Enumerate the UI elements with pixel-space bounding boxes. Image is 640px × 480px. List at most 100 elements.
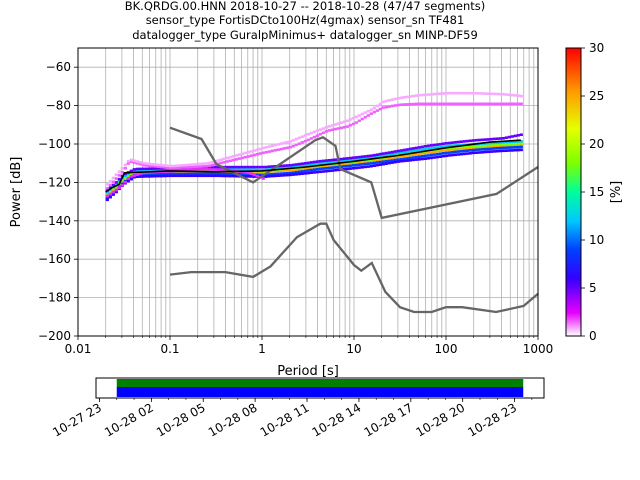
histogram-cell [354,121,358,124]
histogram-cell [507,135,511,139]
histogram-cell [150,167,154,170]
histogram-cell [132,159,136,162]
histogram-cell [363,165,367,169]
histogram-cell [354,166,358,170]
histogram-cell [450,148,454,151]
histogram-cell [270,172,274,176]
histogram-cell [162,166,166,169]
histogram-cell [369,160,373,163]
histogram-cell [372,155,376,159]
histogram-cell [303,172,307,175]
histogram-cell [360,163,364,166]
histogram-cell [396,149,400,153]
histogram-cell [309,166,313,170]
histogram-cell [141,173,145,176]
histogram-cell [120,184,124,187]
histogram-cell [468,102,472,106]
histogram-cell [378,158,382,162]
histogram-cell [144,171,148,174]
histogram-cell [315,168,319,171]
histogram-cell [114,190,118,194]
histogram-cell [489,143,493,147]
histogram-cell [348,162,352,166]
histogram-cell [297,162,301,166]
histogram-cell [147,175,151,178]
timeline-tick-label: 10-28 05 [154,400,208,439]
histogram-cell [345,164,349,168]
histogram-cell [144,167,148,171]
histogram-cell [516,102,520,106]
histogram-cell [330,124,334,127]
histogram-cell [342,165,346,168]
histogram-cell [273,167,277,171]
histogram-cell [138,161,142,164]
histogram-cell [516,144,520,147]
histogram-cell [474,102,478,106]
histogram-cell [168,166,172,170]
histogram-cell [255,148,259,151]
histogram-cell [510,140,514,143]
histogram-cell [432,92,436,96]
histogram-cell [246,171,250,175]
histogram-cell [486,147,490,151]
plot-frame [77,47,539,337]
histogram-cell [324,167,328,170]
histogram-cell [357,163,361,166]
histogram-cell [390,159,394,162]
histogram-cell [465,147,469,150]
histogram-cell [414,149,418,152]
title-line-1: BK.QRDG.00.HNN 2018-10-27 -- 2018-10-28 … [125,0,485,13]
y-axis-ticks: −60 −80 −100 −120 −140 −160 −180 −200 [38,60,78,343]
histogram-cell [372,161,376,165]
histogram-cell [366,160,370,164]
histogram-cell [297,142,301,145]
histogram-cell [114,186,118,190]
histogram-cell [384,151,388,155]
histogram-cell [303,167,307,170]
histogram-cell [465,149,469,152]
histogram-cell [180,174,184,178]
y-tick-label: −100 [38,137,71,151]
histogram-cell [198,174,202,178]
histogram-cell [336,168,340,172]
histogram-cell [183,166,187,169]
histogram-cell [498,149,502,153]
histogram-cell [219,174,223,178]
histogram-cell [237,157,241,160]
histogram-cell [177,170,181,174]
histogram-cell [174,174,178,178]
histogram-cell [291,139,295,142]
histogram-cell [414,94,418,97]
histogram-cell [288,168,292,172]
histogram-cell [168,164,172,168]
histogram-cell [414,158,418,161]
histogram-cell [387,99,391,102]
timeline-tick-label: 10-28 08 [206,400,260,439]
histogram-cell [342,157,346,160]
histogram-cell [456,153,460,156]
histogram-cell [111,176,115,180]
histogram-cell [249,172,253,175]
y-tick-label: −120 [38,175,71,189]
histogram-cell [234,158,238,161]
histogram-cell [336,122,340,125]
histogram-cell [345,125,349,128]
histogram-cell [141,171,145,175]
histogram-cell [510,146,514,149]
histogram-cell [393,104,397,107]
histogram-cell [510,93,514,97]
histogram-cell [141,167,145,171]
histogram-cell [228,165,232,169]
histogram-cell [135,173,139,176]
histogram-cell [450,144,454,147]
histogram-cell [303,169,307,173]
histogram-cell [405,148,409,151]
histogram-cell [123,180,127,184]
histogram-cell [399,155,403,158]
histogram-cell [345,159,349,162]
histogram-cell [249,150,253,153]
histogram-cell [306,161,310,165]
histogram-cell [123,174,127,177]
histogram-cell [465,91,469,95]
histogram-cell [294,143,298,147]
